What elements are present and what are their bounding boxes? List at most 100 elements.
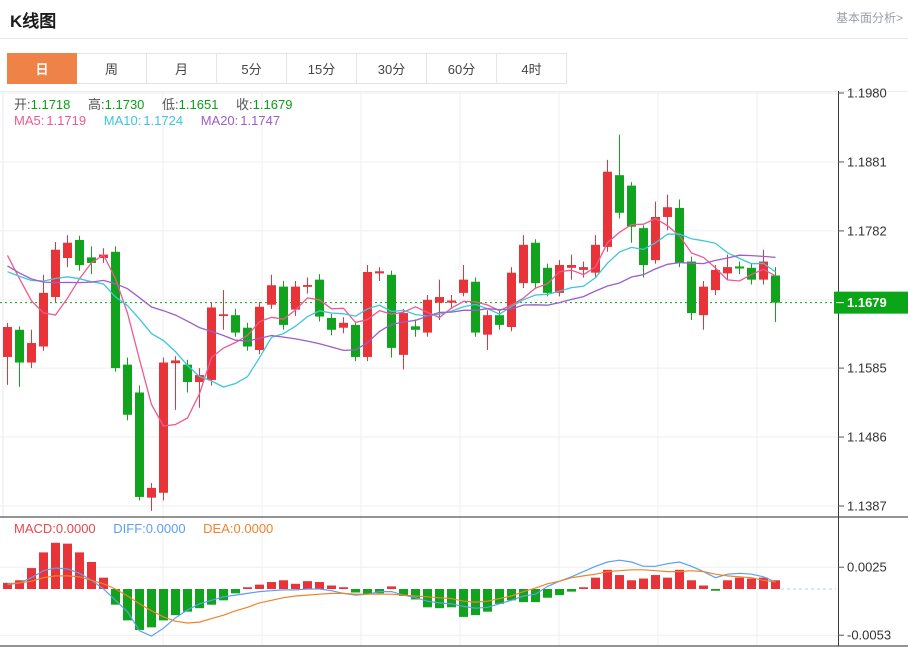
candle-body [315, 279, 324, 317]
candle-body [171, 360, 180, 364]
candle-body [687, 261, 696, 314]
candle-body [651, 216, 660, 261]
macd-hist-bar [687, 580, 696, 589]
tab-30min[interactable]: 30分 [357, 53, 427, 84]
macd-hist-bar [675, 569, 684, 589]
tab-week[interactable]: 周 [77, 53, 147, 84]
macd-hist-bar [771, 580, 780, 589]
candle-body [135, 392, 144, 497]
macd-hist-bar [195, 589, 204, 609]
candle-body [435, 297, 444, 303]
ma-legend: MA5: 1.1719 MA10: 1.1724 MA20: 1.1747 [14, 113, 280, 128]
macd-hist-bar [339, 587, 348, 589]
candle-body [51, 249, 60, 298]
candle-body [543, 267, 552, 293]
candle-body [87, 257, 96, 263]
macd-hist-bar [183, 589, 192, 612]
macd-hist-bar [711, 589, 720, 591]
macd-hist-bar [3, 582, 12, 589]
macd-hist-bar [243, 587, 252, 589]
candle-body [459, 279, 468, 293]
macd-hist-bar [735, 577, 744, 589]
candle-body [243, 327, 252, 347]
macd-hist-bar [255, 584, 264, 589]
macd-hist-bar [507, 589, 516, 601]
candle-body [159, 362, 168, 493]
candle-body [591, 244, 600, 273]
dea-line [7, 569, 776, 624]
open-value: 1.1718 [30, 97, 71, 112]
current-price-label: 1.1679 [847, 295, 887, 310]
macd-hist-bar [279, 580, 288, 589]
macd-hist-bar [267, 582, 276, 589]
macd-hist-bar [591, 577, 600, 589]
fundamental-analysis-link[interactable]: 基本面分析> [835, 11, 903, 25]
current-price-badge [834, 291, 908, 314]
candle-body [267, 285, 276, 305]
macd-axis-label: 0.0025 [847, 560, 887, 575]
candle-body [411, 326, 420, 330]
macd-hist-bar [75, 552, 84, 589]
candle-body [759, 261, 768, 280]
candle-body [723, 267, 732, 274]
candle-body [75, 239, 84, 266]
y-axis-label: 1.1486 [847, 430, 887, 445]
candle-body [531, 242, 540, 284]
macd-legend-item: MACD:0.0000 [14, 521, 96, 536]
candle-body [579, 267, 588, 270]
tab-5min[interactable]: 5分 [217, 53, 287, 84]
candle-body [183, 364, 192, 383]
ma5-line [6, 217, 776, 427]
candle-body [711, 269, 720, 291]
macd-hist-bar [459, 589, 468, 617]
macd-hist-bar [291, 583, 300, 589]
macd-hist-bar [63, 543, 72, 589]
macd-hist-bar [27, 568, 36, 589]
tab-4hour[interactable]: 4时 [497, 53, 567, 84]
macd-hist-bar [399, 589, 408, 596]
macd-hist-bar [411, 589, 420, 600]
tab-month[interactable]: 月 [147, 53, 217, 84]
macd-hist-bar [171, 589, 180, 616]
macd-hist-bar [387, 586, 396, 589]
candle-body [471, 281, 480, 333]
candle-body [483, 315, 492, 335]
macd-hist-bar [615, 575, 624, 589]
ma20-line [7, 254, 776, 352]
candle-body [255, 306, 264, 350]
macd-hist-bar [147, 589, 156, 628]
candle-body [303, 285, 312, 287]
y-axis-label: 1.1782 [847, 223, 887, 238]
candle-body [327, 317, 336, 330]
macd-hist-bar [747, 578, 756, 589]
candle-body [63, 242, 72, 259]
candle-body [291, 286, 300, 310]
candle-body [123, 364, 132, 415]
tab-60min[interactable]: 60分 [427, 53, 497, 84]
diff-legend-item: DIFF:0.0000 [113, 521, 186, 536]
candle-body [567, 265, 576, 268]
ma20-legend-item: MA20: 1.1747 [200, 113, 281, 128]
tab-15min[interactable]: 15分 [287, 53, 357, 84]
ohlc-legend: 开:1.1718 高:1.1730 低:1.1651 收:1.1679 [14, 94, 292, 113]
candle-body [627, 185, 636, 227]
macd-hist-bar [123, 589, 132, 621]
low-value: 1.1651 [178, 97, 219, 112]
macd-hist-bar [663, 577, 672, 589]
macd-hist-bar [651, 575, 660, 589]
ma10-legend-item: MA10: 1.1724 [103, 113, 184, 128]
candle-body [111, 251, 120, 369]
open-label: 开: [14, 97, 31, 112]
macd-hist-bar [207, 589, 216, 605]
high-value: 1.1730 [104, 97, 145, 112]
macd-hist-bar [543, 589, 552, 598]
tab-day[interactable]: 日 [7, 53, 77, 84]
candle-body [663, 207, 672, 217]
macd-hist-bar [51, 542, 60, 589]
macd-hist-bar [759, 577, 768, 589]
candle-body [603, 171, 612, 247]
close-value: 1.1679 [252, 97, 293, 112]
high-label: 高: [88, 97, 105, 112]
